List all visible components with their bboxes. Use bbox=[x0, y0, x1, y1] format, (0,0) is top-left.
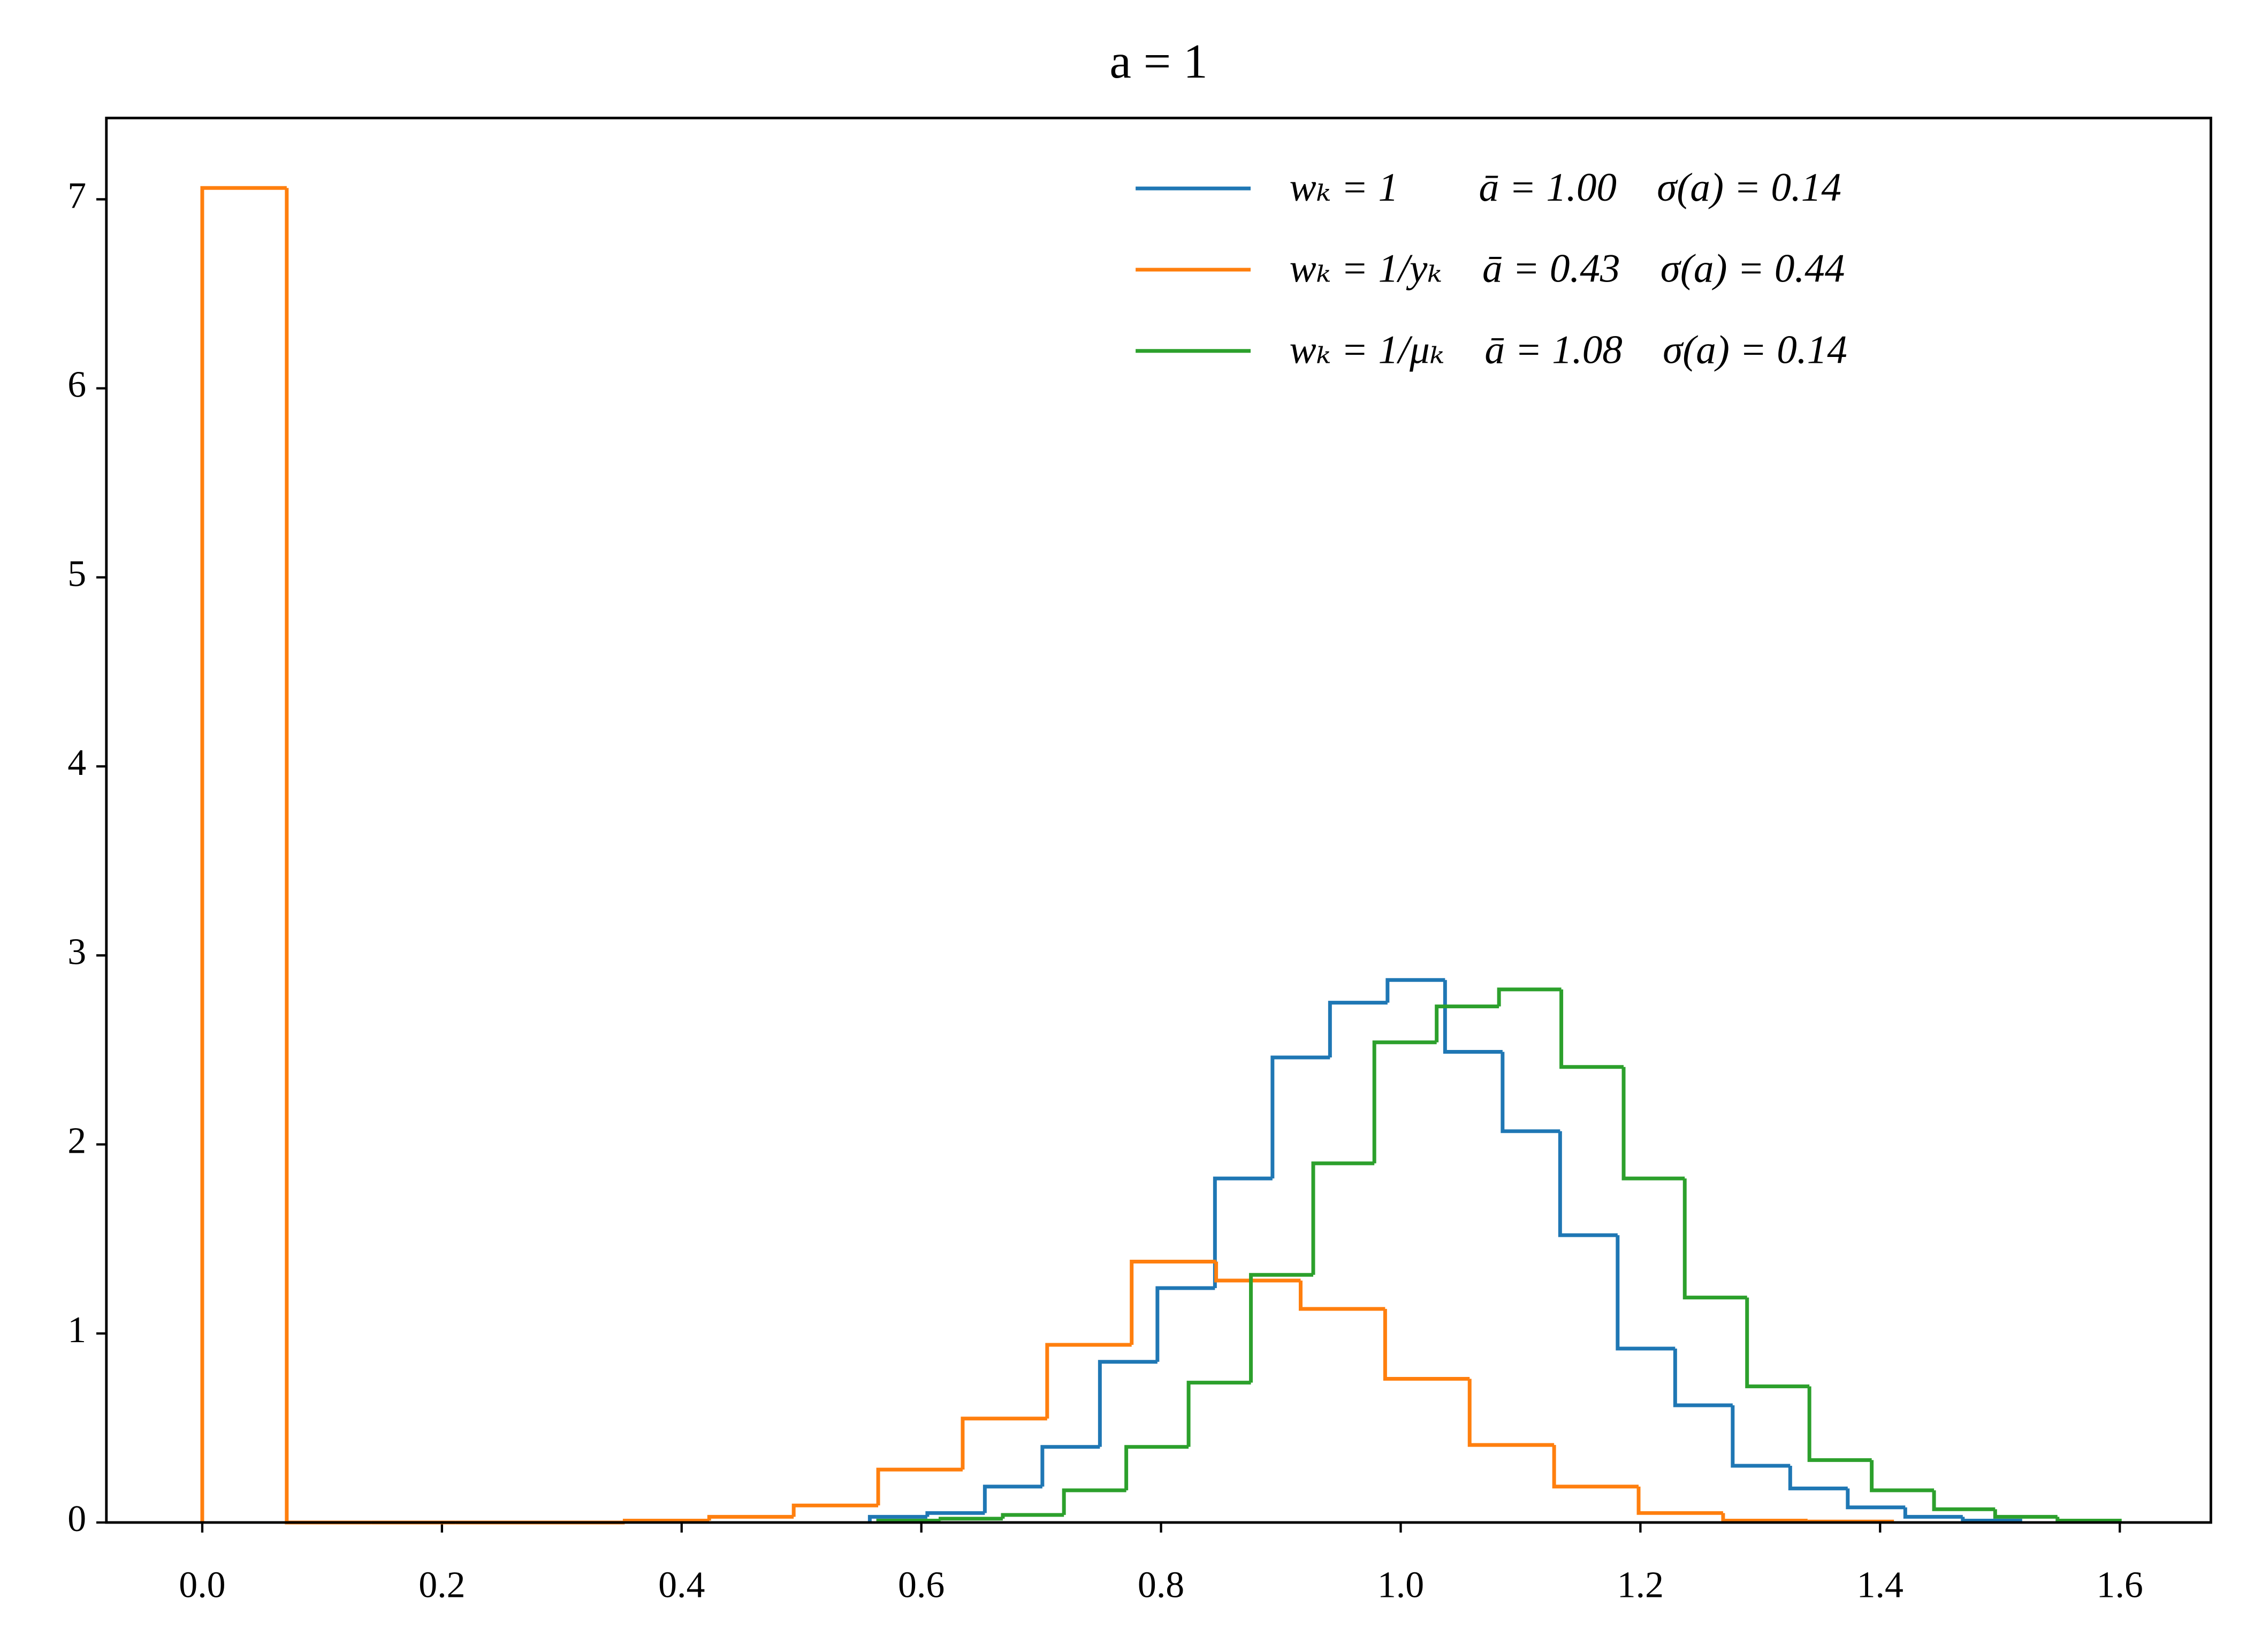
legend-label: wₖ = 1/yₖ ā = 0.43 σ(a) = 0.44 bbox=[1290, 247, 1845, 291]
histogram-step bbox=[1932, 1490, 1996, 1511]
y-tick-label: 7 bbox=[67, 175, 86, 216]
histogram-step bbox=[1214, 1261, 1301, 1283]
x-tick-label: 0.6 bbox=[898, 1565, 945, 1606]
y-tick-label: 3 bbox=[67, 931, 86, 972]
histogram-step bbox=[1552, 1445, 1639, 1489]
histogram-step bbox=[200, 186, 287, 1522]
histogram-step bbox=[1186, 1381, 1251, 1447]
histogram-step bbox=[1001, 1513, 1064, 1519]
histogram-step bbox=[1298, 1280, 1385, 1311]
histogram-step bbox=[876, 1467, 963, 1506]
histogram-step bbox=[1870, 1460, 1935, 1493]
histogram-step bbox=[1501, 1052, 1560, 1133]
histogram-step bbox=[1903, 1507, 1963, 1519]
x-tick-label: 1.4 bbox=[1857, 1565, 1903, 1606]
legend-label: wₖ = 1 ā = 1.00 σ(a) = 0.14 bbox=[1290, 165, 1841, 210]
histogram-step bbox=[1040, 1445, 1100, 1487]
histogram-step bbox=[1616, 1235, 1676, 1351]
histogram-step bbox=[1621, 1067, 1685, 1181]
x-tick-label: 0.4 bbox=[658, 1565, 705, 1606]
histogram-step bbox=[707, 1514, 794, 1521]
histogram-step bbox=[1435, 1004, 1499, 1042]
histogram-step bbox=[1270, 1055, 1330, 1179]
histogram-step bbox=[1045, 1343, 1132, 1419]
x-tick-label: 0.0 bbox=[179, 1565, 225, 1606]
histogram-step bbox=[1385, 978, 1445, 1003]
histogram-step bbox=[1328, 1001, 1388, 1058]
histogram-step bbox=[1372, 1040, 1437, 1163]
histogram-step bbox=[285, 188, 371, 1525]
histogram-step bbox=[1807, 1386, 1872, 1462]
histogram-step bbox=[1636, 1486, 1723, 1515]
x-tick-label: 0.8 bbox=[1138, 1565, 1184, 1606]
legend-label: wₖ = 1/μₖ ā = 1.08 σ(a) = 0.14 bbox=[1290, 328, 1847, 372]
histogram-step bbox=[939, 1517, 1003, 1521]
y-tick-label: 1 bbox=[67, 1310, 86, 1351]
histogram-step bbox=[1443, 980, 1503, 1054]
histogram-step bbox=[1124, 1445, 1189, 1490]
x-tick-label: 1.6 bbox=[2097, 1565, 2143, 1606]
histogram-step bbox=[1721, 1513, 1808, 1522]
histogram-step bbox=[961, 1417, 1047, 1470]
histogram-step bbox=[1497, 987, 1562, 1007]
histogram-step bbox=[1731, 1405, 1791, 1468]
histogram-step bbox=[983, 1484, 1042, 1513]
histogram-step bbox=[1682, 1178, 1747, 1300]
y-tick-label: 4 bbox=[67, 742, 86, 783]
histogram-step bbox=[1673, 1349, 1733, 1407]
histogram-step bbox=[1249, 1273, 1313, 1383]
y-tick-label: 2 bbox=[67, 1121, 86, 1162]
y-tick-label: 5 bbox=[67, 553, 86, 595]
histogram-step bbox=[1788, 1466, 1848, 1490]
histogram-step bbox=[925, 1511, 985, 1517]
histogram-step bbox=[1130, 1260, 1216, 1345]
histogram-step bbox=[1311, 1161, 1375, 1275]
y-tick-label: 0 bbox=[67, 1498, 86, 1540]
histogram-step bbox=[791, 1503, 879, 1517]
chart-title: a = 1 bbox=[1109, 34, 1207, 88]
plot-frame bbox=[105, 117, 2212, 1524]
histogram-step bbox=[1558, 1131, 1618, 1237]
histogram-step bbox=[1559, 989, 1624, 1069]
histogram-step bbox=[1745, 1297, 1810, 1389]
x-tick-label: 1.2 bbox=[1617, 1565, 1664, 1606]
histogram-step bbox=[1383, 1308, 1470, 1381]
y-tick-label: 6 bbox=[67, 364, 86, 406]
histogram-step bbox=[1062, 1488, 1126, 1515]
histogram-step bbox=[1846, 1488, 1906, 1510]
histogram-step bbox=[1993, 1509, 2058, 1519]
histogram-step bbox=[1213, 1176, 1273, 1288]
histogram-step bbox=[1467, 1379, 1555, 1447]
histogram-step bbox=[1098, 1360, 1158, 1447]
histogram-step bbox=[867, 1514, 927, 1522]
histogram-step bbox=[1155, 1286, 1215, 1362]
x-tick-label: 0.2 bbox=[418, 1565, 465, 1606]
x-tick-label: 1.0 bbox=[1377, 1565, 1424, 1606]
